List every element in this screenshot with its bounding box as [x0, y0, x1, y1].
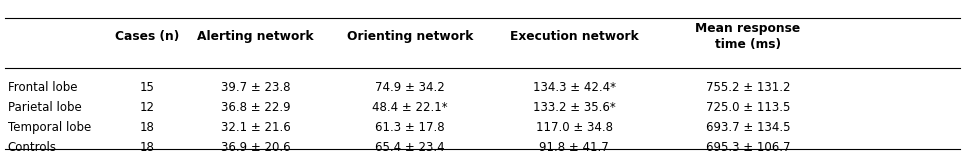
Text: 39.7 ± 23.8: 39.7 ± 23.8	[221, 81, 290, 93]
Text: Orienting network: Orienting network	[347, 30, 473, 43]
Text: 36.8 ± 22.9: 36.8 ± 22.9	[221, 101, 290, 113]
Text: Cases (n): Cases (n)	[115, 30, 179, 43]
Text: Controls: Controls	[8, 141, 57, 154]
Text: 74.9 ± 34.2: 74.9 ± 34.2	[375, 81, 445, 93]
Text: 134.3 ± 42.4*: 134.3 ± 42.4*	[533, 81, 616, 93]
Text: 18: 18	[139, 121, 154, 134]
Text: 117.0 ± 34.8: 117.0 ± 34.8	[536, 121, 613, 134]
Text: 48.4 ± 22.1*: 48.4 ± 22.1*	[372, 101, 448, 113]
Text: 61.3 ± 17.8: 61.3 ± 17.8	[375, 121, 445, 134]
Text: Temporal lobe: Temporal lobe	[8, 121, 91, 134]
Text: 32.1 ± 21.6: 32.1 ± 21.6	[221, 121, 290, 134]
Text: 12: 12	[139, 101, 154, 113]
Text: 133.2 ± 35.6*: 133.2 ± 35.6*	[533, 101, 616, 113]
Text: 18: 18	[139, 141, 154, 154]
Text: 65.4 ± 23.4: 65.4 ± 23.4	[375, 141, 445, 154]
Text: Frontal lobe: Frontal lobe	[8, 81, 77, 93]
Text: Parietal lobe: Parietal lobe	[8, 101, 81, 113]
Text: 755.2 ± 131.2: 755.2 ± 131.2	[705, 81, 790, 93]
Text: 91.8 ± 41.7: 91.8 ± 41.7	[539, 141, 609, 154]
Text: Execution network: Execution network	[510, 30, 639, 43]
Text: 725.0 ± 113.5: 725.0 ± 113.5	[705, 101, 790, 113]
Text: Mean response
time (ms): Mean response time (ms)	[695, 22, 801, 51]
Text: 695.3 ± 106.7: 695.3 ± 106.7	[705, 141, 790, 154]
Text: 36.9 ± 20.6: 36.9 ± 20.6	[221, 141, 290, 154]
Text: 15: 15	[139, 81, 154, 93]
Text: 693.7 ± 134.5: 693.7 ± 134.5	[705, 121, 790, 134]
Text: Alerting network: Alerting network	[198, 30, 314, 43]
